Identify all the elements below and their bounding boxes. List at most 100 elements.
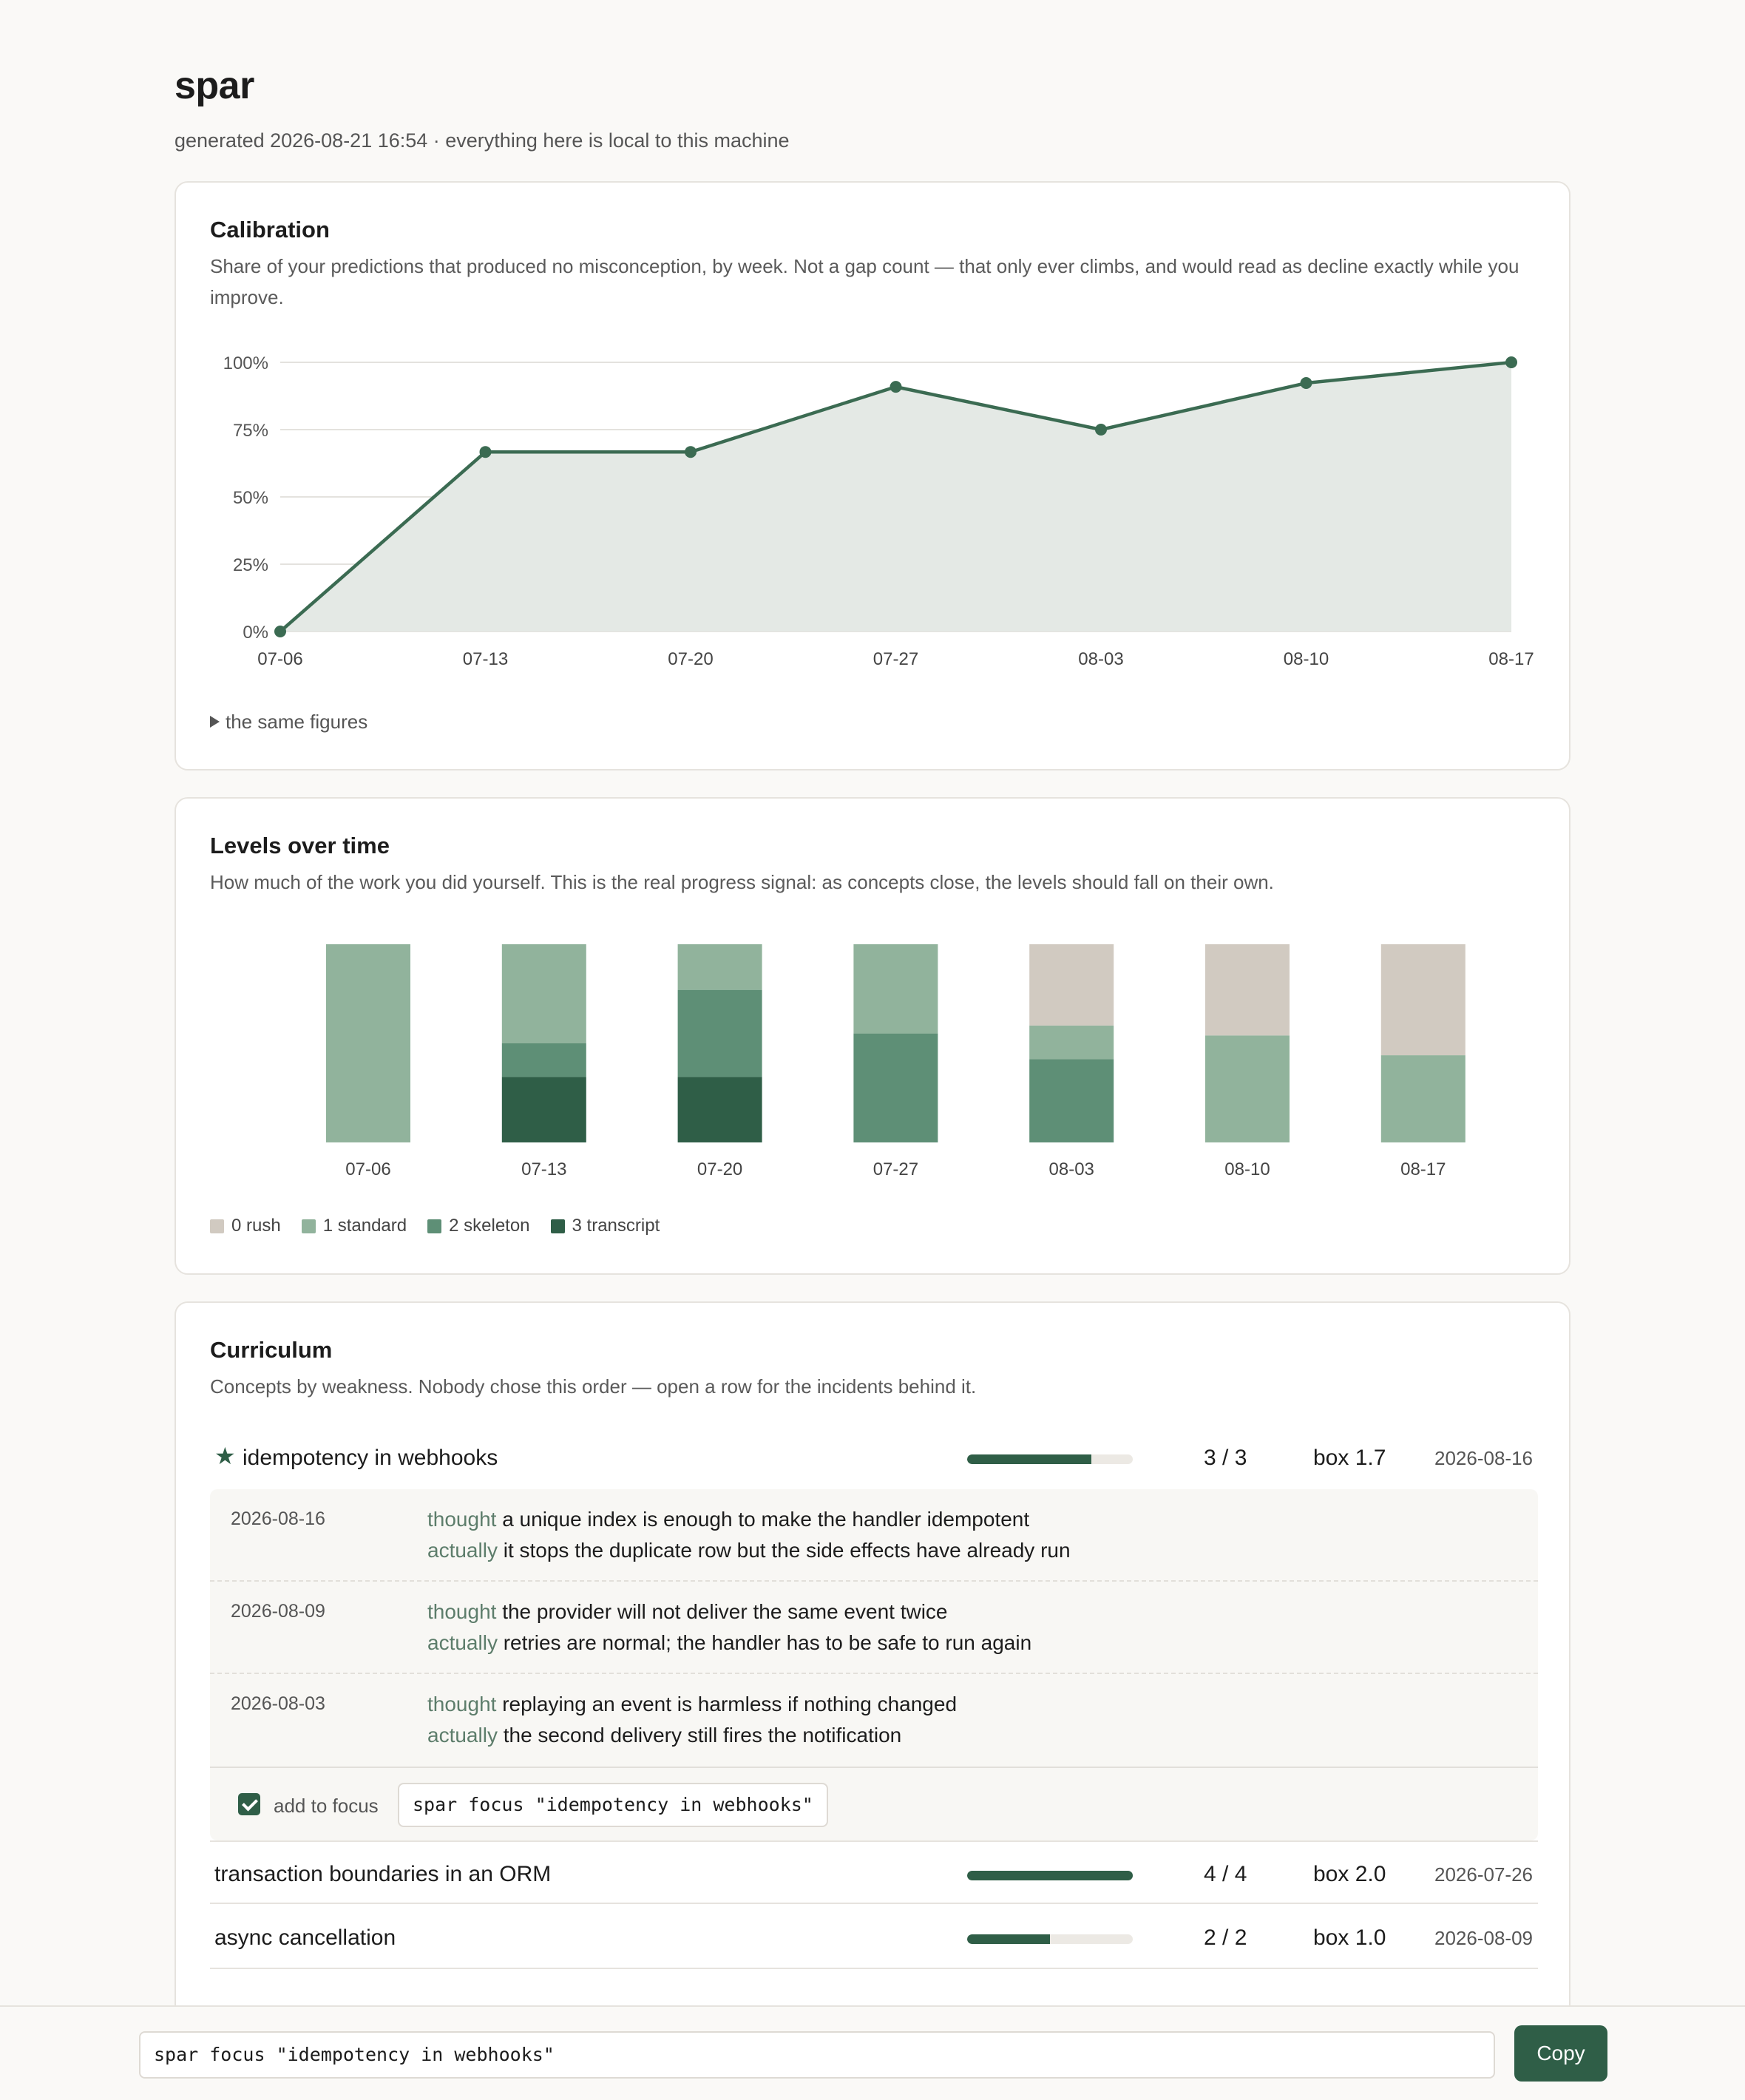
incident-actually: actually the second delivery still fires… xyxy=(427,1724,901,1747)
x-tick-label: 07-06 xyxy=(257,649,302,669)
copy-button[interactable]: Copy xyxy=(1514,2025,1607,2082)
thought-text: a unique index is enough to make the han… xyxy=(502,1508,1030,1531)
star-icon: ★ xyxy=(214,1443,236,1469)
calibration-card: Calibration Share of your predictions th… xyxy=(174,181,1570,770)
actually-label: actually xyxy=(427,1631,498,1654)
bar-segment xyxy=(501,1077,586,1142)
legend-label: 1 standard xyxy=(322,1216,407,1236)
last-date: 2026-07-26 xyxy=(1434,1863,1533,1886)
incident-count: 4 / 4 xyxy=(1204,1862,1247,1886)
bar-segment xyxy=(677,944,762,990)
concept-name: idempotency in webhooks xyxy=(243,1446,498,1470)
x-tick-label: 08-10 xyxy=(1224,1159,1270,1179)
x-tick-label: 08-03 xyxy=(1049,1159,1094,1179)
y-tick-label: 100% xyxy=(223,353,268,373)
incident-thought: thought the provider will not deliver th… xyxy=(427,1600,948,1624)
last-date: 2026-08-16 xyxy=(1434,1447,1533,1469)
actually-text: retries are normal; the handler has to b… xyxy=(503,1631,1032,1654)
x-tick-label: 07-20 xyxy=(697,1159,742,1179)
actually-label: actually xyxy=(427,1724,498,1747)
x-tick-label: 07-13 xyxy=(463,649,508,669)
bar-segment xyxy=(1380,1055,1466,1142)
legend-swatch xyxy=(427,1219,442,1233)
data-point xyxy=(890,381,902,393)
incident-thought: thought replaying an event is harmless i… xyxy=(427,1693,957,1716)
actually-label: actually xyxy=(427,1539,498,1562)
data-point xyxy=(274,626,286,637)
bar-segment xyxy=(1029,944,1114,1026)
x-tick-label: 08-17 xyxy=(1400,1159,1446,1179)
progress-bar xyxy=(967,1871,1133,1880)
bar-segment xyxy=(853,944,938,1034)
incident-item: 2026-08-16 thought a unique index is eno… xyxy=(210,1489,1538,1582)
curriculum-title: Curriculum xyxy=(210,1337,333,1363)
incident-date: 2026-08-09 xyxy=(231,1601,325,1622)
bar-segment xyxy=(1205,944,1290,1036)
incident-date: 2026-08-16 xyxy=(231,1508,325,1529)
focus-command-chip[interactable]: spar focus "idempotency in webhooks" xyxy=(398,1783,828,1827)
x-tick-label: 07-27 xyxy=(873,1159,918,1179)
legend-item-transcript: 3 transcript xyxy=(550,1216,660,1236)
y-tick-label: 75% xyxy=(233,421,268,441)
add-to-focus-checkbox[interactable] xyxy=(238,1793,260,1815)
legend-label: 3 transcript xyxy=(572,1216,660,1236)
add-to-focus-label[interactable]: add to focus xyxy=(274,1795,379,1817)
incident-actually: actually it stops the duplicate row but … xyxy=(427,1539,1071,1562)
incident-count: 2 / 2 xyxy=(1204,1925,1247,1950)
x-tick-label: 07-20 xyxy=(668,649,713,669)
bar-segment xyxy=(1380,944,1466,1056)
y-tick-label: 0% xyxy=(243,623,268,643)
progress-fill xyxy=(967,1934,1050,1944)
legend-label: 0 rush xyxy=(231,1216,281,1236)
bar-segment xyxy=(853,1033,938,1142)
thought-label: thought xyxy=(427,1693,497,1715)
figures-disclosure[interactable]: the same figures xyxy=(210,711,367,734)
progress-bar xyxy=(967,1454,1133,1464)
y-tick-label: 25% xyxy=(233,555,268,575)
incident-item: 2026-08-03 thought replaying an event is… xyxy=(210,1674,1538,1767)
bar-segment xyxy=(677,1077,762,1142)
x-tick-label: 07-27 xyxy=(873,649,918,669)
data-point xyxy=(1300,377,1312,390)
legend-swatch xyxy=(550,1219,565,1233)
progress-fill xyxy=(967,1871,1133,1880)
thought-label: thought xyxy=(427,1508,497,1531)
legend-item-standard: 1 standard xyxy=(301,1216,407,1236)
progress-bar xyxy=(967,1934,1133,1944)
incident-date: 2026-08-03 xyxy=(231,1693,325,1714)
x-tick-label: 08-17 xyxy=(1488,649,1534,669)
command-input[interactable]: spar focus "idempotency in webhooks" xyxy=(139,2031,1495,2079)
bottom-command-bar: spar focus "idempotency in webhooks" Cop… xyxy=(0,2005,1745,2100)
box-level: box 1.7 xyxy=(1313,1446,1386,1470)
legend-item-skeleton: 2 skeleton xyxy=(427,1216,530,1236)
incident-count: 3 / 3 xyxy=(1204,1446,1247,1470)
bar-segment xyxy=(501,944,586,1043)
actually-text: it stops the duplicate row but the side … xyxy=(503,1539,1071,1562)
area-fill xyxy=(280,362,1511,631)
page-title: spar xyxy=(174,64,254,107)
incident-actually: actually retries are normal; the handler… xyxy=(427,1631,1031,1655)
x-tick-label: 07-13 xyxy=(521,1159,566,1179)
last-date: 2026-08-09 xyxy=(1434,1927,1533,1949)
data-point xyxy=(1505,356,1517,368)
curriculum-card: Curriculum Concepts by weakness. Nobody … xyxy=(174,1301,1570,2100)
thought-text: replaying an event is harmless if nothin… xyxy=(502,1693,958,1715)
curriculum-row-async[interactable]: async cancellation 2 / 2 box 1.0 2026-08… xyxy=(210,1906,1538,1969)
data-point xyxy=(479,446,492,458)
curriculum-row-idempotency[interactable]: ★ idempotency in webhooks 3 / 3 box 1.7 … xyxy=(210,1426,1538,1489)
levels-description: How much of the work you did yourself. T… xyxy=(210,871,1274,893)
concept-name: transaction boundaries in an ORM xyxy=(214,1862,552,1886)
y-tick-label: 50% xyxy=(233,488,268,508)
bar-segment xyxy=(1029,1059,1114,1142)
legend-swatch xyxy=(301,1219,316,1233)
disclosure-label: the same figures xyxy=(226,711,368,733)
disclosure-triangle-icon xyxy=(210,716,220,728)
levels-title: Levels over time xyxy=(210,833,390,858)
thought-label: thought xyxy=(427,1600,497,1623)
progress-fill xyxy=(967,1454,1091,1464)
legend-item-rush: 0 rush xyxy=(210,1216,281,1236)
curriculum-row-transactions[interactable]: transaction boundaries in an ORM 4 / 4 b… xyxy=(210,1840,1538,1904)
bar-segment xyxy=(1205,1035,1290,1142)
box-level: box 1.0 xyxy=(1313,1925,1386,1950)
concept-name: async cancellation xyxy=(214,1925,396,1950)
